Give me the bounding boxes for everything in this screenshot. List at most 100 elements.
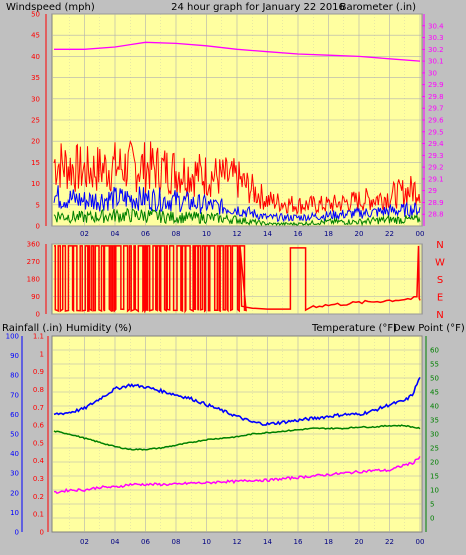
hour-tick-label: 06 (141, 538, 150, 546)
rainfall-tick-label: 1.1 (33, 333, 44, 341)
rainfall-tick-label: 0 (40, 529, 44, 537)
compass-label: N (436, 240, 443, 251)
climate-axes: 0510152025303540455055600102030405060708… (6, 333, 439, 547)
humidity-tick-label: 90 (10, 352, 19, 360)
humidity-tick-label: 10 (10, 509, 19, 517)
humidity-tick-label: 80 (10, 372, 19, 380)
rainfall-tick-label: 1 (40, 350, 44, 358)
barometer-tick-label: 30.3 (428, 34, 444, 42)
hour-tick-label: 22 (385, 538, 394, 546)
wind-barometer-chart: 0 5 10 15 20 25 30 35 40 45 50 28.8 28.9 29 29.1 29.2 29… (31, 11, 444, 239)
barometer-tick-label: 29.7 (428, 105, 444, 113)
temperature-tick-label: 30 (430, 431, 439, 439)
barometer-tick-label: 29.3 (428, 152, 444, 160)
wind-minimum-series (53, 207, 421, 227)
humidity-series (53, 377, 421, 427)
humidity-tick-label: 0 (15, 529, 19, 537)
barometer-series (54, 41, 421, 62)
direction-tick-label: 90 (31, 293, 40, 301)
windspeed-axis-title: Windspeed (mph) (6, 2, 95, 13)
humidity-tick-label: 30 (10, 470, 19, 478)
temperature-tick-label: 50 (430, 375, 439, 383)
wind-axes: 0 5 10 15 20 25 30 35 40 45 50 28.8 28.9 29 29.1 29.2 29… (31, 11, 444, 239)
direction-series (54, 245, 421, 314)
hour-tick-label: 16 (294, 230, 303, 238)
rainfall-tick-label: 0.8 (33, 386, 44, 394)
dewpoint-axis-title: Dew Point (°F) (393, 323, 465, 334)
rainfall-axis-title: Rainfall (.in) (2, 323, 63, 334)
rainfall-tick-label: 0.4 (33, 457, 45, 465)
barometer-axis-title: Barometer (.in) (340, 2, 416, 13)
humidity-axis-title: Humidity (%) (66, 323, 132, 334)
temperature-tick-label: 25 (430, 445, 439, 453)
temperature-tick-label: 35 (430, 417, 439, 425)
humidity-tick-label: 70 (10, 391, 19, 399)
climate-gridlines (52, 336, 422, 532)
windspeed-tick-label: 30 (31, 95, 40, 103)
wind-gust-series (53, 139, 421, 216)
wind-direction-chart: 0 N 90 W 180 S 270 E 360 N (27, 240, 445, 321)
temperature-tick-label: 10 (430, 487, 439, 495)
direction-axes: 0 N 90 W 180 S 270 E 360 N (27, 240, 445, 321)
barometer-tick-label: 30.4 (428, 22, 444, 30)
hour-tick-label: 08 (172, 538, 181, 546)
hour-tick-label: 00 (416, 230, 425, 238)
barometer-tick-label: 29.9 (428, 81, 444, 89)
hour-tick-label: 04 (111, 538, 120, 546)
compass-label: S (437, 275, 443, 286)
temperature-tick-label: 40 (430, 403, 439, 411)
barometer-tick-label: 29.2 (428, 164, 444, 172)
compass-label: W (435, 258, 445, 269)
direction-tick-label: 270 (27, 258, 40, 266)
barometer-tick-label: 28.8 (428, 211, 444, 219)
hour-tick-label: 18 (324, 230, 333, 238)
windspeed-tick-label: 40 (31, 53, 40, 61)
compass-label: N (436, 310, 443, 321)
compass-label: E (437, 293, 443, 304)
wind-series (53, 41, 421, 227)
rainfall-tick-label: 0.5 (33, 439, 44, 447)
rainfall-tick-label: 0.7 (33, 404, 44, 412)
hour-tick-label: 02 (80, 538, 89, 546)
temperature-tick-label: 60 (430, 347, 439, 355)
rainfall-tick-label: 0.6 (33, 422, 45, 430)
hour-tick-label: 14 (263, 230, 272, 238)
temperature-series (53, 424, 421, 451)
temperature-axis-title: Temperature (°F) (311, 323, 397, 334)
rain-humidity-temperature-chart: 0510152025303540455055600102030405060708… (6, 333, 439, 547)
rainfall-tick-label: 0.9 (33, 368, 44, 376)
hour-tick-label: 12 (233, 230, 242, 238)
barometer-tick-label: 29.6 (428, 117, 444, 125)
windspeed-tick-label: 45 (31, 32, 40, 40)
windspeed-tick-label: 20 (31, 138, 40, 146)
top-header: Windspeed (mph) 24 hour graph for Januar… (6, 2, 416, 13)
hour-tick-label: 22 (385, 230, 394, 238)
windspeed-tick-label: 15 (31, 159, 40, 167)
hour-tick-label: 08 (172, 230, 181, 238)
windspeed-tick-label: 35 (31, 74, 40, 82)
hour-tick-label: 00 (416, 538, 425, 546)
temperature-tick-label: 5 (430, 501, 434, 509)
humidity-tick-label: 50 (10, 431, 19, 439)
temperature-tick-label: 15 (430, 473, 439, 481)
hour-tick-label: 18 (324, 538, 333, 546)
dewpoint-series (54, 456, 421, 495)
hour-tick-label: 16 (294, 538, 303, 546)
barometer-tick-label: 30.2 (428, 46, 444, 54)
wind-average-series (53, 185, 421, 223)
rainfall-tick-label: 0.3 (33, 475, 44, 483)
barometer-tick-label: 30 (428, 69, 437, 77)
windspeed-tick-label: 0 (36, 223, 40, 231)
hour-tick-label: 10 (202, 538, 211, 546)
wind-direction-series (54, 245, 421, 314)
windspeed-tick-label: 10 (31, 180, 40, 188)
temperature-tick-label: 45 (430, 389, 439, 397)
windspeed-tick-label: 25 (31, 117, 40, 125)
rainfall-tick-label: 0.2 (33, 493, 44, 501)
barometer-tick-label: 28.9 (428, 199, 444, 207)
hour-tick-label: 04 (111, 230, 120, 238)
barometer-tick-label: 29.5 (428, 128, 444, 136)
hour-tick-label: 20 (355, 538, 364, 546)
humidity-tick-label: 60 (10, 411, 19, 419)
